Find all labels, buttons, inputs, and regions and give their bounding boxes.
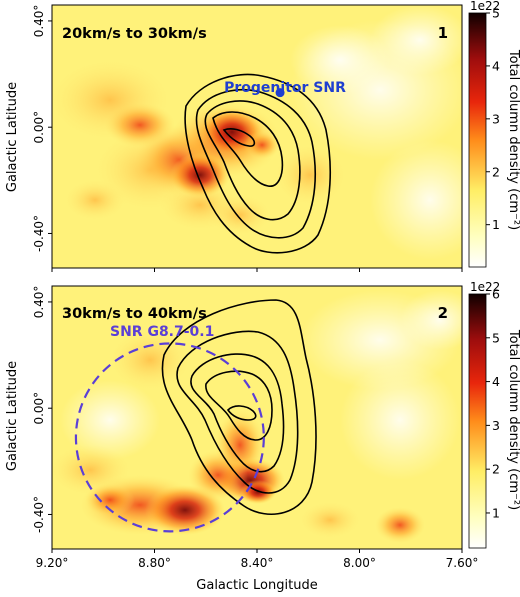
y-tick-label: 0.40° xyxy=(32,286,46,319)
colorbar-tick-label: 2 xyxy=(492,462,500,477)
panel-1-colorbar-label: Total column density (cm⁻²) xyxy=(506,49,520,230)
colorbar-tick-label: 1 xyxy=(492,505,500,520)
panel-2-ylabel: Galactic Latitude xyxy=(5,361,20,471)
panel-1-heatmap xyxy=(52,5,462,268)
panel-1-contour-level-1 xyxy=(184,73,332,254)
y-tick-label: 0.00° xyxy=(32,392,46,425)
panel-1-contour-level-3 xyxy=(204,100,301,221)
colorbar-tick-label: 1 xyxy=(492,217,500,232)
progenitor-snr-label: Progenitor SNR xyxy=(224,80,346,96)
snr-circle xyxy=(74,342,265,533)
colorbar-tick-label: 3 xyxy=(492,418,500,433)
panel-2-contour-level-5 xyxy=(226,405,257,421)
panel-2-velocity-label: 30km/s to 40km/s xyxy=(62,306,207,322)
panel-1-contour-level-5 xyxy=(222,128,256,147)
panel-2-y-ticks: 0.40° 0.00° -0.40° xyxy=(32,286,52,533)
x-tick-label: 8.00° xyxy=(343,556,376,570)
panel-1-colorbar xyxy=(468,12,487,268)
x-tick-label: 7.60° xyxy=(446,556,479,570)
panel-2-contours xyxy=(161,299,317,515)
panel-1: 0.40° 0.00° -0.40° 20km/s to 30km/s 1 Prog… xyxy=(5,0,520,272)
panel-2-heatmap xyxy=(52,286,462,549)
colorbar-tick-label: 3 xyxy=(492,111,500,126)
colorbar-tick-label: 5 xyxy=(492,330,500,345)
panel-2-contour-level-2 xyxy=(176,330,299,494)
progenitor-snr-marker xyxy=(275,88,285,98)
panel-2-x-ticks: 9.20° 8.80° 8.40° 8.00° 7.60° xyxy=(36,549,479,570)
panel-1-velocity-label: 20km/s to 30km/s xyxy=(62,26,207,42)
colorbar-tick-label: 4 xyxy=(492,374,500,389)
panel-1-contour-level-2 xyxy=(195,88,316,239)
panel-1-number: 1 xyxy=(438,24,448,42)
panel-2-number: 2 xyxy=(438,304,448,322)
panel-1-y-ticks: 0.40° 0.00° -0.40° xyxy=(32,5,52,252)
y-tick-label: 0.40° xyxy=(32,5,46,38)
panel-2: 9.20° 8.80° 8.40° 8.00° 7.60° 0.40° 0.00° -0.4… xyxy=(5,280,520,593)
x-tick-label: 8.40° xyxy=(241,556,274,570)
colorbar-tick-label: 4 xyxy=(492,58,500,73)
x-axis-label: Galactic Longitude xyxy=(196,578,317,593)
panel-2-colorbar-scale: 1e22 xyxy=(470,280,500,294)
panel-1-ylabel: Galactic Latitude xyxy=(5,82,20,192)
panel-1-x-ticks xyxy=(51,268,463,272)
y-tick-label: 0.00° xyxy=(32,111,46,144)
panel-1-colorbar-scale: 1e22 xyxy=(470,0,500,13)
x-tick-label: 8.80° xyxy=(138,556,171,570)
x-tick-label: 9.20° xyxy=(36,556,69,570)
colorbar-tick-label: 5 xyxy=(492,6,500,21)
panel-2-contour-level-3 xyxy=(190,353,285,473)
panel-2-colorbar xyxy=(468,293,487,549)
y-tick-label: -0.40° xyxy=(32,215,46,252)
panel-2-colorbar-label: Total column density (cm⁻²) xyxy=(506,329,520,510)
panel-2-contour-level-4 xyxy=(205,370,273,441)
snr-circle-label: SNR G8.7-0.1 xyxy=(110,324,214,340)
panel-2-colorbar-ticks: 1 2 3 4 5 6 xyxy=(486,287,500,520)
y-tick-label: -0.40° xyxy=(32,496,46,533)
colorbar-tick-label: 2 xyxy=(492,164,500,179)
colorbar-tick-label: 6 xyxy=(492,287,500,302)
panel-2-contour-level-1 xyxy=(161,299,317,515)
panel-1-colorbar-ticks: 1 2 3 4 5 xyxy=(486,6,500,232)
panel-1-contour-level-4 xyxy=(212,111,284,187)
panel-1-contours xyxy=(184,73,332,254)
